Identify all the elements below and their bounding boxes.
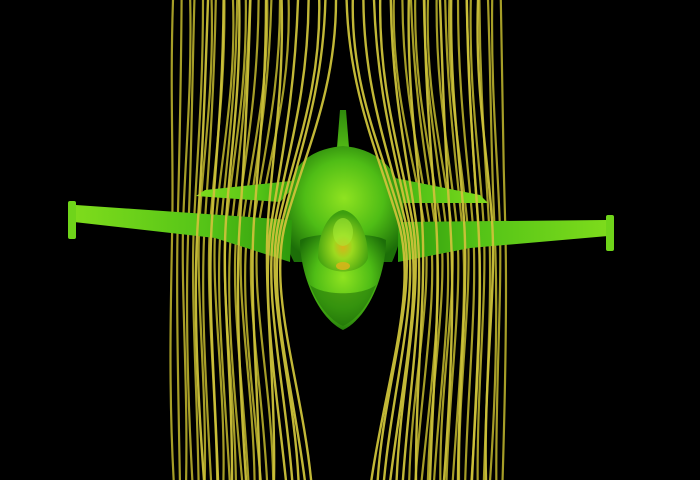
streamline [409, 0, 440, 480]
streamline [407, 0, 425, 480]
streamline [422, 0, 450, 480]
streamline [401, 0, 434, 480]
intake-shadow [310, 285, 376, 326]
streamline [236, 0, 252, 480]
stagnation-point [336, 262, 350, 270]
streamline [223, 0, 241, 480]
streamline [345, 0, 406, 480]
streamline [456, 0, 476, 480]
streamline [444, 0, 466, 480]
streamline [270, 0, 310, 480]
left-wingtip-rail [68, 201, 76, 239]
right-wingtip-rail [606, 215, 614, 251]
streamline [278, 0, 338, 480]
streamline [449, 0, 467, 480]
streamline [266, 0, 300, 480]
aircraft [68, 110, 614, 330]
streamline [362, 0, 412, 480]
streamline [251, 0, 268, 480]
streamline [351, 0, 408, 480]
streamline [423, 0, 439, 480]
streamline [372, 0, 415, 480]
streamline [265, 0, 284, 480]
streamline [273, 0, 321, 480]
streamline [194, 0, 210, 480]
streamline [499, 0, 508, 480]
streamline [438, 0, 454, 480]
streamline [476, 0, 495, 480]
streamline [465, 0, 481, 480]
streamline [389, 0, 421, 480]
streamline [209, 0, 225, 480]
streamline [486, 0, 498, 480]
left-wing [72, 205, 292, 262]
streamline [490, 0, 502, 480]
left-horizontal-stabilizer [196, 180, 300, 202]
fuselage [284, 146, 404, 262]
streamline [378, 0, 417, 480]
streamline [469, 0, 486, 480]
streamline [275, 0, 327, 480]
streamline [435, 0, 460, 480]
streamline [392, 0, 428, 480]
streamlines-front [194, 0, 495, 480]
canopy-highlight [333, 218, 353, 246]
